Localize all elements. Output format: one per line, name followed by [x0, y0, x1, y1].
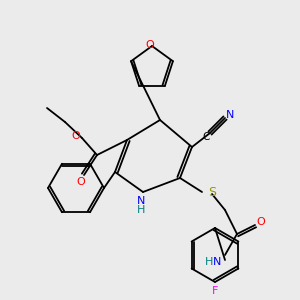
Text: O: O	[72, 131, 80, 141]
Text: C: C	[202, 132, 210, 142]
Text: H: H	[137, 205, 145, 215]
Text: S: S	[208, 187, 216, 200]
Text: F: F	[212, 286, 218, 296]
Text: O: O	[76, 177, 85, 187]
Text: N: N	[137, 196, 145, 206]
Text: H: H	[205, 257, 213, 267]
Text: N: N	[226, 110, 234, 120]
Text: N: N	[213, 257, 221, 267]
Text: O: O	[146, 40, 154, 50]
Text: O: O	[256, 217, 266, 227]
